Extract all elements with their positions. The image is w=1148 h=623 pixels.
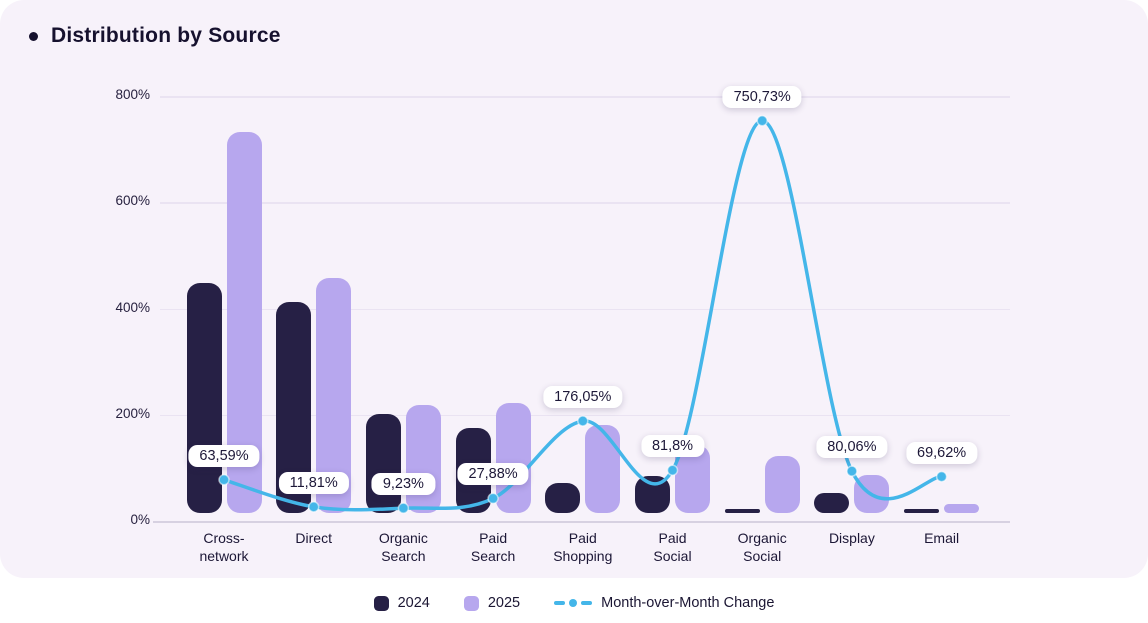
line-point-paid-social[interactable] [666,464,679,477]
y-axis-tick-label: 800% [115,87,150,102]
line-dot [569,599,578,607]
bar-2024-organic-social[interactable] [724,508,760,513]
legend-label: 2025 [487,595,521,611]
line-point-cross-network[interactable] [218,474,230,486]
gridline [160,308,1010,310]
x-axis-label-display: Display [828,530,875,546]
x-axis-label-cross-network: Cross- network [199,530,249,565]
legend-item-month-over-month-change[interactable]: Month-over-Month Change [554,595,774,611]
gridline [160,202,1010,204]
value-label-organic-search: 9,23% [371,473,435,496]
gridline [160,414,1010,417]
bar-2024-cross-network[interactable] [186,283,222,513]
bar-2025-email[interactable] [944,503,980,513]
legend-item-2024[interactable]: 2024 [373,595,430,611]
page-title: Distribution by Source [51,24,281,47]
x-axis-label-paid-search: Paid Search [470,530,516,565]
mom-change-line [222,118,944,512]
bar-2024-display[interactable] [814,493,850,513]
value-label-paid-social: 81,8% [640,435,705,458]
legend-label: Month-over-Month Change [601,595,775,611]
bar-2024-paid-shopping[interactable] [545,483,581,513]
line-point-display[interactable] [846,465,858,477]
bullet-icon [29,31,38,41]
x-axis-label-direct: Direct [295,530,332,546]
y-axis-tick-label: 400% [115,299,150,315]
chart-title-row: Distribution by Source [29,24,281,48]
legend-label: 2024 [397,595,430,611]
y-axis-tick-label: 0% [130,512,150,527]
line-point-direct[interactable] [307,501,320,513]
x-axis-line [153,521,1010,523]
bar-2024-email[interactable] [904,508,940,513]
y-axis-tick-label: 600% [115,193,150,209]
line-point-paid-search[interactable] [487,492,499,505]
value-label-display: 80,06% [816,436,888,459]
legend-swatch-icon [463,595,479,611]
bar-2025-organic-social[interactable] [764,456,800,513]
x-axis-label-organic-search: Organic Search [378,530,428,565]
bar-2024-organic-search[interactable] [365,413,401,513]
line-point-organic-social[interactable] [756,114,768,127]
y-axis-tick-label: 200% [115,405,150,421]
x-axis-label-organic-social: Organic Social [737,530,787,565]
bar-2025-paid-shopping[interactable] [585,425,621,513]
legend-swatch-icon [373,595,389,611]
x-axis-label-paid-social: Paid Social [653,530,692,565]
dash-segment [581,601,593,605]
legend-item-2025[interactable]: 2025 [463,595,521,611]
x-axis-label-email: Email [924,530,960,546]
value-label-email: 69,62% [906,441,978,464]
value-label-organic-social: 750,73% [722,85,802,108]
value-label-cross-network: 63,59% [188,444,260,467]
gridline [160,96,1010,98]
line-point-email[interactable] [935,470,948,483]
dashed-line-icon [554,599,593,607]
chart-legend: 2024 2025 Month-over-Month Change [0,595,1148,611]
dash-segment [554,601,566,605]
value-label-paid-search: 27,88% [457,463,529,486]
x-axis-label-paid-shopping: Paid Shopping [553,530,613,565]
line-point-organic-search[interactable] [397,502,410,514]
value-label-paid-shopping: 176,05% [543,386,623,408]
value-label-direct: 11,81% [278,471,349,494]
line-point-paid-shopping[interactable] [577,415,589,427]
